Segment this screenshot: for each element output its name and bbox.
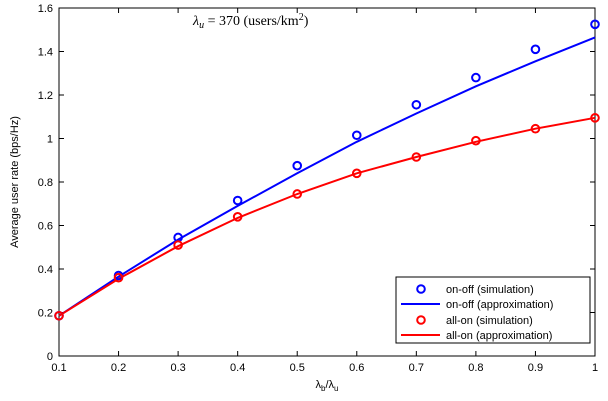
y-tick-label: 1.6 xyxy=(38,3,53,15)
series-line-all-on-approximation xyxy=(58,116,596,317)
legend-entry-label: all-on (simulation) xyxy=(446,315,533,327)
legend-marker-swatch xyxy=(416,284,426,294)
data-point-on-off-simulation xyxy=(232,195,243,206)
x-tick-label: 0.4 xyxy=(230,362,245,374)
legend-marker-swatch xyxy=(416,315,426,325)
svg-text:λu = 370 (users/km2): λu = 370 (users/km2) xyxy=(192,12,309,31)
data-point-on-off-simulation xyxy=(351,130,362,141)
data-point-all-on-simulation xyxy=(590,113,600,123)
x-tick-label: 1 xyxy=(592,362,598,374)
data-point-all-on-simulation xyxy=(530,123,541,134)
data-point-all-on-simulation xyxy=(471,135,481,146)
legend-box xyxy=(395,276,591,344)
data-point-all-on-simulation xyxy=(411,152,422,162)
data-point-all-on-simulation xyxy=(113,272,124,283)
x-tick-label: 0.9 xyxy=(528,362,543,374)
data-point-on-off-simulation xyxy=(292,160,303,171)
y-tick-label: 0 xyxy=(47,351,53,363)
data-point-all-on-simulation xyxy=(292,189,303,199)
data-point-all-on-simulation xyxy=(232,212,243,222)
data-point-on-off-simulation xyxy=(411,99,422,110)
data-point-all-on-simulation xyxy=(173,240,183,250)
data-point-on-off-simulation xyxy=(590,19,600,30)
y-tick-label: 0.6 xyxy=(38,221,53,233)
y-tick-label: 0.4 xyxy=(38,264,53,276)
data-point-on-off-simulation xyxy=(530,44,541,55)
annotation: λu = 370 (users/km2) xyxy=(192,12,309,31)
y-tick-label: 0.8 xyxy=(38,177,53,189)
y-tick-label: 0.2 xyxy=(38,308,53,320)
legend-entry-label: all-on (approximation) xyxy=(446,330,552,342)
y-tick-label: 1.4 xyxy=(38,47,53,59)
data-point-all-on-simulation xyxy=(351,168,362,179)
y-tick-label: 1.2 xyxy=(38,90,53,102)
legend-entry-label: on-off (simulation) xyxy=(446,284,534,296)
axis-ticks: 0.1 0.2 0.3 0.4 0.5 0.6 0.7 0.8 0.9 1 0 0.2 0.4 0.6 0.… xyxy=(38,3,598,374)
x-tick-label: 0.1 xyxy=(51,362,66,374)
legend: on-off (simulation) on-off (approximation… xyxy=(395,276,591,344)
y-tick-label: 1 xyxy=(47,134,53,146)
legend-entry-label: on-off (approximation) xyxy=(446,299,553,311)
x-tick-label: 0.7 xyxy=(409,362,424,374)
x-tick-label: 0.8 xyxy=(468,362,483,374)
series-layer xyxy=(54,19,600,321)
x-tick-label: 0.5 xyxy=(290,362,305,374)
data-point-all-on-simulation xyxy=(54,310,64,321)
series-line-on-off-approximation xyxy=(58,36,596,317)
data-point-on-off-simulation xyxy=(471,72,481,83)
y-axis-label: Average user rate (bps/Hz) xyxy=(9,116,21,248)
x-tick-label: 0.2 xyxy=(111,362,126,374)
x-tick-label: 0.3 xyxy=(170,362,185,374)
x-tick-label: 0.6 xyxy=(349,362,364,374)
